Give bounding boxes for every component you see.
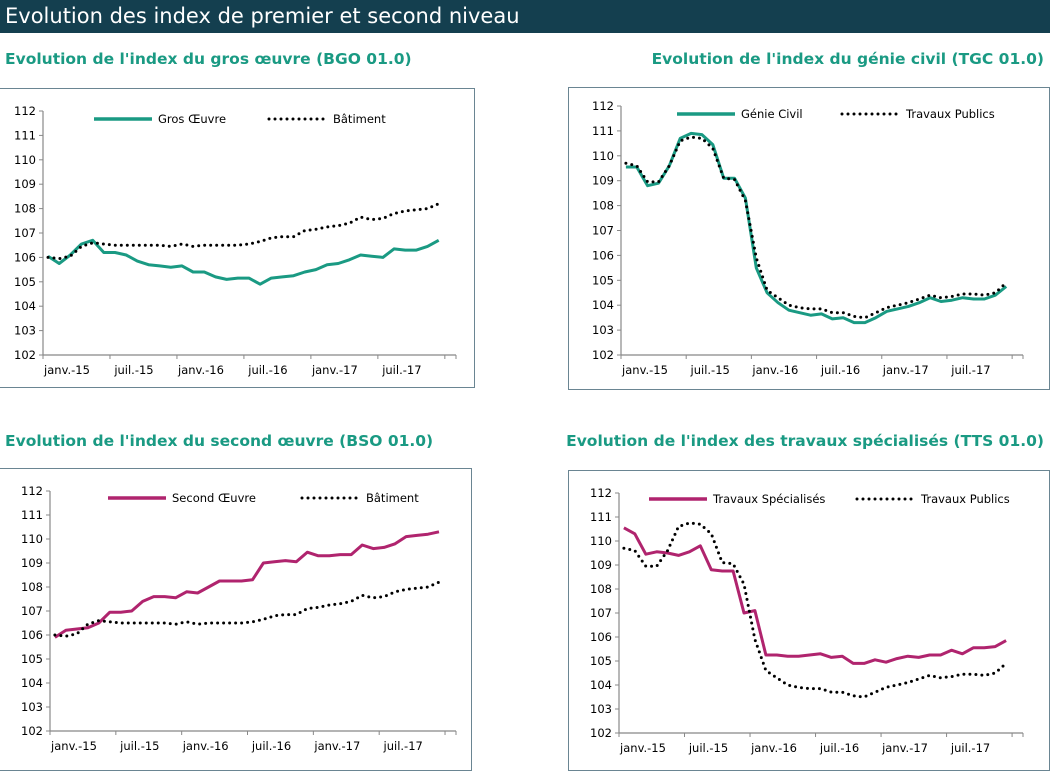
y-tick-label: 110	[592, 149, 614, 163]
series-line-b-timent	[53, 580, 441, 638]
y-tick-label: 110	[21, 532, 43, 546]
legend-label: Bâtiment	[333, 112, 386, 126]
y-tick-label: 104	[21, 676, 43, 690]
x-tick-label: janv.-16	[751, 363, 798, 377]
x-tick-label: juil.-17	[950, 741, 990, 755]
x-tick-label: juil.-15	[688, 741, 728, 755]
legend-label: Génie Civil	[741, 107, 803, 121]
x-tick-label: juil.-17	[950, 363, 990, 377]
x-tick-label: juil.-17	[383, 739, 423, 753]
x-tick-label: janv.-15	[43, 363, 90, 377]
y-tick-label: 108	[21, 580, 43, 594]
x-tick-label: juil.-16	[251, 739, 291, 753]
series-line-second-uvre	[54, 530, 440, 639]
y-tick-label: 104	[592, 298, 614, 312]
x-tick-label: janv.-17	[882, 363, 929, 377]
y-tick-label: 112	[14, 104, 36, 118]
x-tick-label: janv.-17	[311, 363, 358, 377]
x-tick-label: janv.-16	[182, 739, 229, 753]
x-tick-label: juil.-15	[113, 363, 153, 377]
chart-tts: 102 103 104 105 106 107 108 109 110 111 112 janv.-1…	[568, 470, 1050, 771]
y-tick-label: 104	[590, 678, 612, 692]
y-tick-label: 105	[14, 275, 36, 289]
series-line-gros-uvre	[47, 238, 440, 286]
y-tick-label: 111	[592, 124, 614, 138]
x-tick-label: janv.-17	[313, 739, 360, 753]
chart-bgo: 102 103 104 105 106 107 108 109 110 111 112 janv.-1…	[0, 88, 475, 388]
y-tick-label: 107	[592, 224, 614, 238]
y-tick-label: 103	[592, 323, 614, 337]
y-tick-label: 110	[14, 153, 36, 167]
y-tick-label: 107	[14, 226, 36, 240]
x-tick-label: janv.-16	[750, 741, 797, 755]
x-tick-label: janv.-15	[50, 739, 97, 753]
chart-bso: 102 103 104 105 106 107 108 109 110 111 112 janv.-1…	[0, 468, 472, 771]
series-line-travaux-sp-cialis-s	[623, 526, 1007, 665]
series-line-g-nie-civil	[625, 131, 1008, 325]
x-tick-label: juil.-15	[690, 363, 730, 377]
legend-label: Travaux Spécialisés	[712, 492, 825, 506]
y-tick-label: 103	[21, 700, 43, 714]
chart-tgc: 102 103 104 105 106 107 108 109 110 111 112 janv.-1…	[568, 87, 1050, 390]
legend-label: Bâtiment	[366, 491, 419, 505]
y-tick-label: 106	[21, 628, 43, 642]
y-tick-label: 111	[590, 510, 612, 524]
y-tick-label: 105	[21, 652, 43, 666]
legend-label: Travaux Publics	[920, 492, 1010, 506]
legend-label: Second Œuvre	[172, 491, 256, 505]
y-tick-label: 102	[21, 724, 43, 738]
y-tick-label: 112	[21, 484, 43, 498]
legend-label: Gros Œuvre	[158, 112, 226, 126]
y-tick-label: 105	[590, 654, 612, 668]
chart-svg: 102 103 104 105 106 107 108 109 110 111 112 janv.-1…	[14, 104, 457, 377]
y-tick-label: 103	[14, 324, 36, 338]
y-tick-label: 106	[14, 250, 36, 264]
y-tick-label: 105	[592, 273, 614, 287]
y-tick-label: 108	[14, 202, 36, 216]
chart-svg: 102 103 104 105 106 107 108 109 110 111 112 janv.-1…	[21, 484, 457, 753]
y-tick-label: 106	[592, 248, 614, 262]
x-tick-label: janv.-17	[881, 741, 928, 755]
y-tick-label: 107	[590, 606, 612, 620]
y-tick-label: 104	[14, 299, 36, 313]
legend-label: Travaux Publics	[905, 107, 995, 121]
y-tick-label: 109	[592, 174, 614, 188]
chart-title-tts: Evolution de l'index des travaux spécial…	[566, 432, 1044, 450]
x-tick-label: juil.-15	[119, 739, 159, 753]
page-header: Evolution des index de premier et second…	[0, 0, 1050, 33]
chart-title-tgc: Evolution de l'index du génie civil (TGC…	[651, 50, 1044, 68]
y-tick-label: 102	[14, 348, 36, 362]
series-line-b-timent	[46, 202, 441, 261]
y-tick-label: 103	[590, 702, 612, 716]
series-line-travaux-publics	[624, 135, 1008, 320]
x-tick-label: juil.-16	[819, 741, 859, 755]
y-tick-label: 108	[590, 582, 612, 596]
y-tick-label: 108	[592, 199, 614, 213]
series-line-travaux-publics	[622, 521, 1008, 699]
y-tick-label: 102	[592, 348, 614, 362]
x-tick-label: janv.-15	[619, 741, 666, 755]
chart-svg: 102 103 104 105 106 107 108 109 110 111 112 janv.-1…	[592, 99, 1024, 377]
y-tick-label: 106	[590, 630, 612, 644]
y-tick-label: 112	[590, 486, 612, 500]
x-tick-label: juil.-16	[820, 363, 860, 377]
y-tick-label: 111	[21, 508, 43, 522]
x-tick-label: janv.-15	[621, 363, 668, 377]
y-tick-label: 109	[14, 177, 36, 191]
y-tick-label: 110	[590, 534, 612, 548]
x-tick-label: janv.-16	[177, 363, 224, 377]
y-tick-label: 109	[590, 558, 612, 572]
x-tick-label: juil.-17	[381, 363, 421, 377]
chart-svg: 102 103 104 105 106 107 108 109 110 111 112 janv.-1…	[590, 486, 1024, 755]
y-tick-label: 102	[590, 726, 612, 740]
y-tick-label: 111	[14, 128, 36, 142]
y-tick-label: 109	[21, 556, 43, 570]
chart-title-bgo: Evolution de l'index du gros œuvre (BGO …	[5, 50, 412, 68]
chart-title-bso: Evolution de l'index du second œuvre (BS…	[5, 432, 434, 450]
y-tick-label: 112	[592, 99, 614, 113]
x-tick-label: juil.-16	[247, 363, 287, 377]
y-tick-label: 107	[21, 604, 43, 618]
